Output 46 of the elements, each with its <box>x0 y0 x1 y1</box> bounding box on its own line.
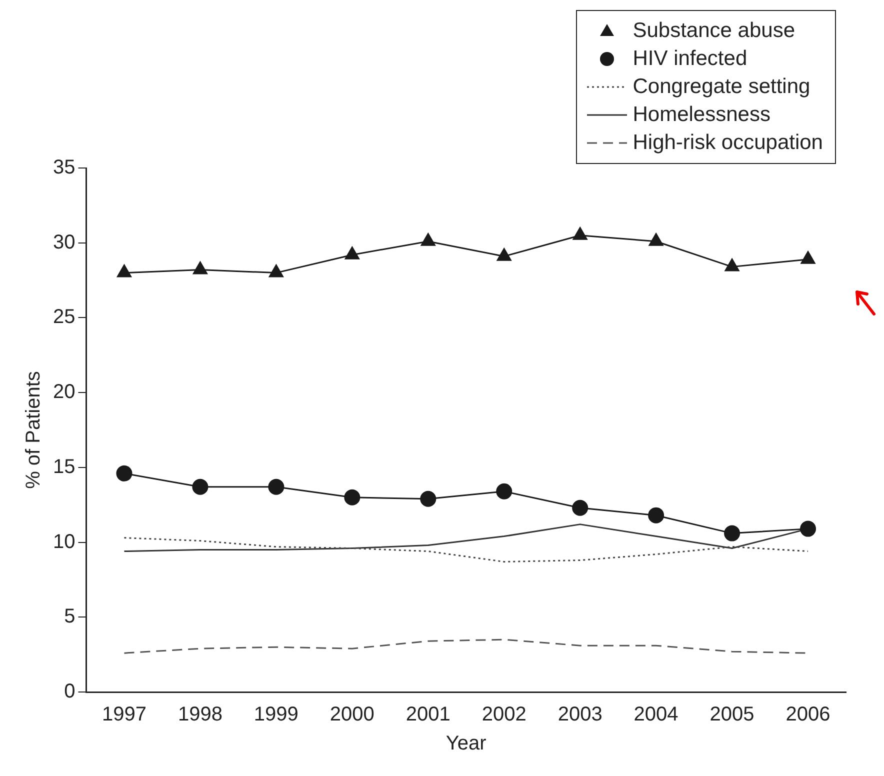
legend-label: HIV infected <box>632 46 748 72</box>
point <box>800 520 816 537</box>
x-axis-title: Year <box>446 732 487 755</box>
x-tick-label: 2003 <box>558 704 602 726</box>
y-tick-label: 5 <box>64 606 76 628</box>
point <box>344 489 360 506</box>
y-tick-label: 30 <box>52 231 76 254</box>
point <box>724 525 740 542</box>
point <box>192 478 208 495</box>
x-tick-label: 2000 <box>330 704 374 726</box>
point <box>116 465 132 482</box>
point <box>496 483 512 500</box>
point <box>344 246 360 260</box>
x-tick-label: 2002 <box>482 704 526 726</box>
y-tick-label: 15 <box>52 456 76 478</box>
x-tick-label: 2004 <box>634 704 678 726</box>
x-tick-label: 2006 <box>786 704 830 726</box>
point <box>192 260 208 274</box>
point <box>648 232 664 246</box>
point <box>420 490 436 507</box>
y-tick-label: 35 <box>52 156 76 179</box>
y-tick-label: 20 <box>52 381 76 404</box>
point <box>496 247 512 261</box>
y-tick-label: 10 <box>52 530 76 553</box>
x-tick-label: 1999 <box>254 704 298 726</box>
x-tick-label: 1997 <box>102 704 146 726</box>
x-tick-label: 2005 <box>710 704 754 726</box>
x-tick-label: 1998 <box>178 704 222 726</box>
legend-label: Congregate setting <box>632 74 810 100</box>
point <box>268 478 284 495</box>
legend-label: High-risk occupation <box>632 130 823 156</box>
point <box>572 226 588 240</box>
point <box>268 264 284 278</box>
point <box>724 258 740 272</box>
point <box>572 500 588 516</box>
y-tick-label: 25 <box>52 306 76 328</box>
point <box>648 507 664 524</box>
point <box>116 264 132 278</box>
legend-label: Substance abuse <box>632 18 796 44</box>
line-series <box>123 537 809 562</box>
y-tick-label: 0 <box>64 680 76 703</box>
y-axis-title: % of Patients <box>22 371 45 489</box>
point <box>800 250 816 264</box>
x-tick-label: 2001 <box>406 704 450 726</box>
point <box>420 232 436 246</box>
legend-label: Homelessness <box>632 102 770 128</box>
